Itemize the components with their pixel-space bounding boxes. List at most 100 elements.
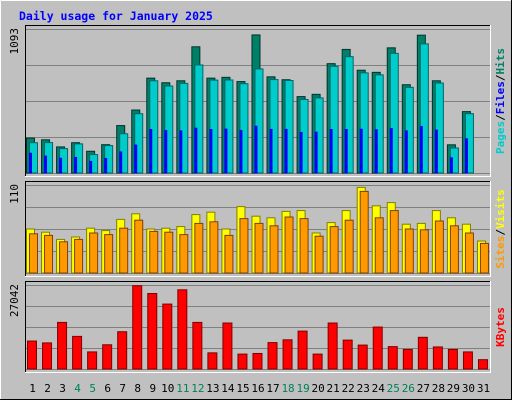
files-bar xyxy=(389,128,393,174)
hits-bar xyxy=(254,68,264,174)
x-tick-label: 16 xyxy=(251,382,264,395)
legend-item: / xyxy=(494,229,507,236)
hits-bar xyxy=(269,79,279,174)
sites-bar xyxy=(389,210,399,274)
x-tick-label: 5 xyxy=(89,382,96,395)
sites-bar xyxy=(254,222,264,274)
files-bar xyxy=(209,129,213,174)
legend-item: Pages xyxy=(494,121,507,154)
files-bar xyxy=(434,129,438,174)
sites-bar xyxy=(164,231,174,274)
kbytes-bar xyxy=(102,344,113,370)
legend-item: Visits xyxy=(494,189,507,229)
kbytes-bar xyxy=(87,351,98,370)
hits-bar xyxy=(224,79,234,174)
kbytes-bar xyxy=(477,359,488,370)
hits-bar xyxy=(434,82,444,174)
x-tick-label: 19 xyxy=(296,382,309,395)
files-bar xyxy=(374,129,378,174)
hits-bar xyxy=(209,79,219,174)
files-bar xyxy=(344,129,348,174)
files-bar xyxy=(329,129,333,174)
sites-bar xyxy=(374,217,384,274)
sites-bar xyxy=(29,233,38,274)
kbytes-bar xyxy=(162,303,173,370)
files-bar xyxy=(29,152,32,174)
y-max-label: 1093 xyxy=(8,28,21,55)
x-tick-label: 9 xyxy=(149,382,156,395)
files-bar xyxy=(119,151,123,174)
sites-bar xyxy=(284,216,294,274)
files-bar xyxy=(164,130,168,174)
sites-bar xyxy=(149,230,159,274)
kbytes-bar xyxy=(252,352,263,370)
files-bar xyxy=(59,157,63,174)
hits-bar xyxy=(419,43,429,174)
x-tick-label: 28 xyxy=(432,382,445,395)
x-tick-label: 7 xyxy=(119,382,126,395)
kbytes-bar xyxy=(237,353,248,370)
chart-title: Daily usage for January 2025 xyxy=(19,9,213,23)
x-tick-label: 15 xyxy=(236,382,249,395)
files-bar xyxy=(149,129,153,174)
x-tick-label: 21 xyxy=(327,382,340,395)
legend-1: Pages/Files/Hits xyxy=(494,48,507,154)
files-bar xyxy=(359,128,363,174)
x-tick-label: 26 xyxy=(402,382,415,395)
sites-bar xyxy=(134,219,144,274)
sites-bar xyxy=(404,228,414,274)
kbytes-bar xyxy=(222,322,233,370)
kbytes-bar xyxy=(402,348,413,370)
kbytes-bar xyxy=(147,293,158,370)
sites-bar xyxy=(209,221,219,274)
files-bar xyxy=(74,156,78,174)
hits-bar xyxy=(329,65,339,174)
sites-bar xyxy=(74,238,84,274)
hits-bar xyxy=(179,82,189,174)
kbytes-bar xyxy=(447,348,458,370)
hits-bar xyxy=(404,86,414,174)
kbytes-bar xyxy=(282,339,293,370)
hits-bar xyxy=(389,52,399,174)
sites-bar xyxy=(104,234,114,274)
legends: Pages/Files/Hits Sites/Visits KBytes xyxy=(494,48,507,347)
kbytes-bar xyxy=(42,342,53,370)
sites-bar xyxy=(269,225,279,274)
x-tick-label: 10 xyxy=(161,382,174,395)
kbytes-bar xyxy=(372,326,383,370)
sites-bar xyxy=(224,234,234,274)
hits-bar xyxy=(374,74,384,174)
sites-bar xyxy=(479,242,489,274)
x-tick-label: 29 xyxy=(447,382,460,395)
kbytes-bar xyxy=(192,321,203,370)
hits-bar xyxy=(164,85,174,174)
kbytes-bar xyxy=(177,289,188,370)
files-bar xyxy=(284,128,288,174)
x-tick-label: 8 xyxy=(134,382,141,395)
x-tick-label: 4 xyxy=(74,382,81,395)
x-tick-label: 2 xyxy=(44,382,51,395)
bars xyxy=(26,34,489,370)
files-bar xyxy=(224,128,228,174)
files-bar xyxy=(44,155,48,174)
kbytes-bar xyxy=(132,285,143,370)
kbytes-bar xyxy=(312,353,323,370)
sites-bar xyxy=(434,220,444,274)
files-bar xyxy=(194,127,198,174)
kbytes-bar xyxy=(72,335,83,370)
kbytes-bar xyxy=(357,344,368,370)
hits-bar xyxy=(134,113,144,174)
hits-bar xyxy=(359,72,369,174)
legend-item: KBytes xyxy=(494,307,507,347)
sites-bar xyxy=(314,235,324,274)
sites-bar xyxy=(359,190,369,274)
files-bar xyxy=(419,125,423,174)
legend-item: Hits xyxy=(494,48,507,75)
files-bar xyxy=(134,144,138,174)
files-bar xyxy=(404,130,408,174)
x-tick-label: 6 xyxy=(104,382,111,395)
legend-2: Sites/Visits xyxy=(494,189,507,269)
kbytes-bar xyxy=(27,340,37,370)
y-max-label: 27042 xyxy=(8,284,21,317)
